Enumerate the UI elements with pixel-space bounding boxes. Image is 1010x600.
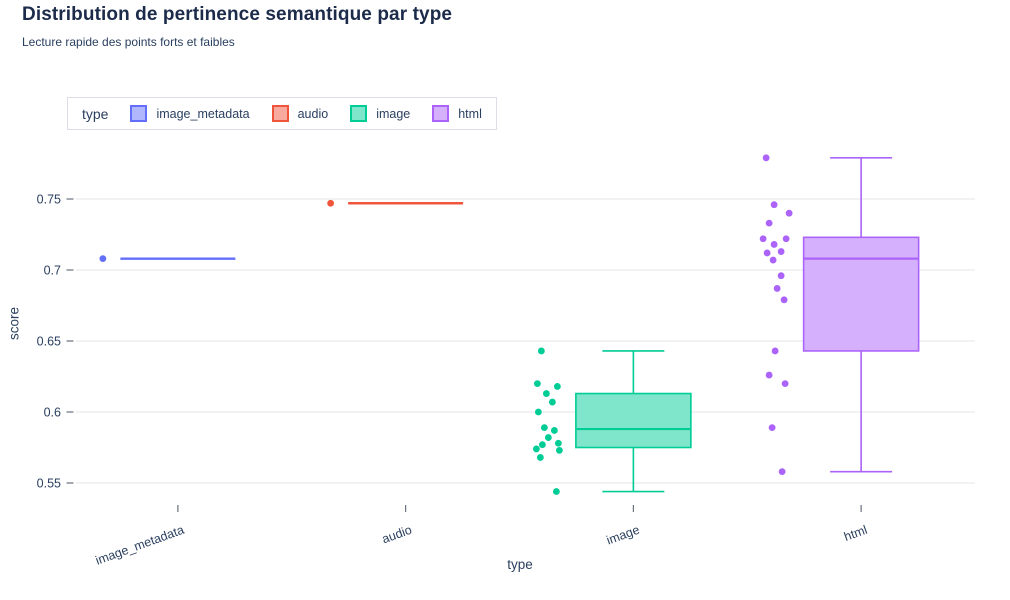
legend: type image_metadata audio image html <box>67 97 497 130</box>
legend-item-label: html <box>458 106 482 121</box>
point-html <box>781 380 789 387</box>
point-image_metadata <box>99 255 107 263</box>
point-html <box>769 256 777 264</box>
point-html <box>762 154 770 162</box>
box-html <box>802 236 920 352</box>
y-tick-label: 0.55 <box>37 476 61 490</box>
point-html <box>778 468 786 476</box>
y-axis-title: score <box>6 307 22 341</box>
point-image <box>534 408 542 416</box>
point-html <box>777 272 785 280</box>
y-tick-label: 0.7 <box>44 263 61 277</box>
point-html <box>785 209 793 217</box>
point-html <box>770 201 778 209</box>
point-html <box>773 285 781 292</box>
point-image <box>540 424 548 432</box>
legend-item-image[interactable]: image <box>350 105 410 122</box>
legend-swatch-icon <box>130 105 148 122</box>
x-tick-label-audio: audio <box>380 523 414 547</box>
point-image <box>544 434 552 441</box>
point-image <box>533 380 541 387</box>
point-image <box>537 347 545 355</box>
x-tick-label-image: image <box>605 523 642 548</box>
chart-title: Distribution de pertinence semantique pa… <box>22 4 453 25</box>
y-tick-label: 0.6 <box>44 405 61 419</box>
point-html <box>768 424 776 432</box>
point-html <box>771 347 779 355</box>
chart-subtitle: Lecture rapide des points forts et faibl… <box>22 35 235 49</box>
legend-swatch-icon <box>432 105 450 122</box>
point-html <box>777 248 785 255</box>
point-image <box>538 441 546 449</box>
point-image <box>532 445 540 453</box>
point-image <box>553 383 561 390</box>
legend-item-label: audio <box>297 106 329 121</box>
point-html <box>765 371 773 379</box>
y-tick-label: 0.75 <box>37 192 61 206</box>
point-image <box>542 390 550 397</box>
box-image <box>575 392 692 449</box>
legend-item-image_metadata[interactable]: image_metadata <box>130 105 250 122</box>
x-tick-label-image_metadata: image_metadata <box>94 523 186 568</box>
point-audio <box>327 199 335 207</box>
point-image <box>548 398 556 406</box>
point-html <box>780 296 788 304</box>
point-image <box>550 427 558 434</box>
point-image <box>555 446 563 454</box>
point-html <box>765 219 773 227</box>
point-image <box>554 439 562 447</box>
point-html <box>770 241 778 248</box>
y-tick-label: 0.65 <box>37 334 61 348</box>
point-html <box>759 235 767 243</box>
x-axis-title: type <box>507 557 533 572</box>
legend-item-label: image <box>376 106 411 121</box>
x-tick-label-html: html <box>842 523 869 544</box>
legend-title: type <box>82 105 109 122</box>
legend-item-label: image_metadata <box>156 106 250 121</box>
point-html <box>763 249 771 257</box>
legend-item-html[interactable]: html <box>432 105 482 122</box>
point-image <box>552 488 560 495</box>
legend-swatch-icon <box>271 105 289 122</box>
legend-item-audio[interactable]: audio <box>271 105 329 122</box>
legend-swatch-icon <box>350 105 368 122</box>
point-html <box>782 235 790 243</box>
point-image <box>536 454 544 461</box>
